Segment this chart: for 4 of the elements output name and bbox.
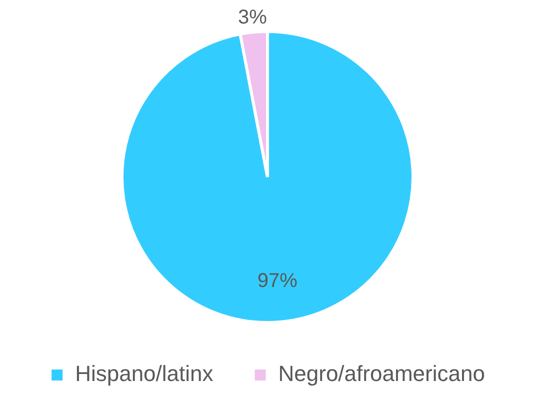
legend-label: Negro/afroamericano — [278, 361, 485, 386]
data-label: 97% — [257, 270, 298, 292]
legend-label: Hispano/latinx — [75, 361, 214, 386]
data-label: 3% — [238, 6, 268, 29]
